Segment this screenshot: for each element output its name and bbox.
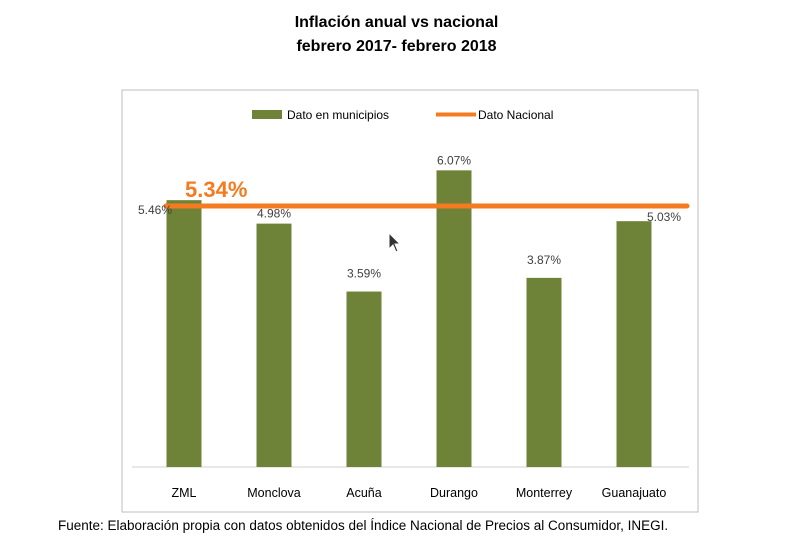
bar-monclova — [256, 223, 292, 467]
national-value-label: 5.34% — [185, 177, 247, 202]
bar-guanajuato — [616, 221, 652, 467]
category-label: Guanajuato — [602, 486, 667, 500]
bar-durango — [436, 170, 472, 467]
legend-label-nacional: Dato Nacional — [478, 108, 553, 122]
data-label: 5.46% — [138, 203, 172, 217]
data-label: 6.07% — [437, 153, 471, 167]
bar-monterrey — [526, 277, 562, 467]
legend-label-municipios: Dato en municipios — [287, 108, 389, 122]
source-note: Fuente: Elaboración propia con datos obt… — [58, 518, 669, 533]
data-label: 4.98% — [257, 207, 291, 221]
chart-title-line1: Inflación anual vs nacional — [294, 14, 499, 31]
mouse-cursor-icon — [388, 232, 402, 253]
chart-frame — [121, 89, 699, 513]
bar-zml — [166, 200, 202, 467]
chart-title-line2: febrero 2017- febrero 2018 — [296, 38, 497, 55]
legend-swatch-municipios — [252, 110, 282, 119]
bar-acuña — [346, 291, 382, 467]
category-label: Monclova — [247, 486, 301, 500]
data-label: 3.87% — [527, 253, 561, 267]
category-label: Durango — [430, 486, 478, 500]
category-label: Acuña — [346, 486, 381, 500]
data-label: 3.59% — [347, 267, 381, 281]
category-label: Monterrey — [516, 486, 573, 500]
data-label: 5.03% — [647, 210, 681, 224]
category-label: ZML — [172, 486, 197, 500]
